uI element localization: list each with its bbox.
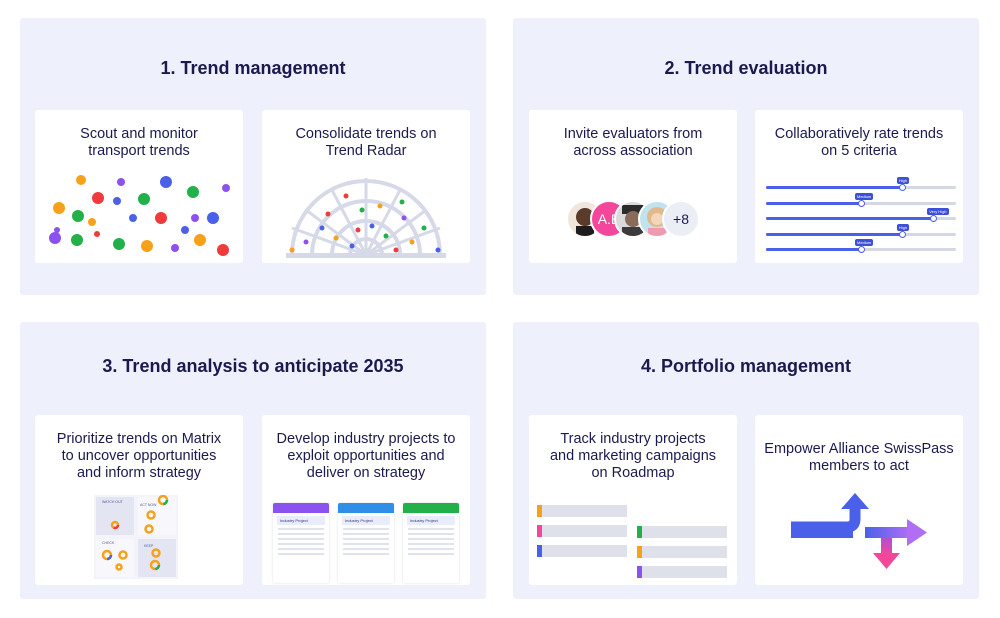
slider-rating-tag: Medium bbox=[855, 192, 874, 200]
split-arrows-icon bbox=[791, 493, 927, 569]
card-scout-monitor: Scout and monitor transport trends bbox=[35, 110, 243, 263]
card-text: Consolidate trends on Trend Radar bbox=[295, 126, 437, 159]
project-card: Industry Project bbox=[403, 503, 459, 583]
slider-fill bbox=[766, 201, 861, 205]
card-text: Track industry projects and marketing ca… bbox=[549, 431, 717, 481]
slider-knob[interactable] bbox=[899, 230, 907, 238]
card-invite-evaluators: Invite evaluators from across associatio… bbox=[529, 110, 737, 263]
panel-trend-management: 1. Trend management Scout and monitor tr… bbox=[20, 18, 486, 295]
quadrant-label: KEEP bbox=[144, 544, 154, 548]
quadrant-label: WATCH OUT bbox=[102, 500, 123, 504]
panel-title: 2. Trend evaluation bbox=[664, 58, 828, 78]
project-card-header bbox=[338, 503, 394, 513]
slider-knob[interactable] bbox=[857, 199, 865, 207]
slider-knob[interactable] bbox=[857, 246, 865, 253]
panel-portfolio-management: 4. Portfolio management Track industry p… bbox=[513, 322, 979, 599]
panel-title: 1. Trend management bbox=[160, 58, 346, 78]
roadmap-bar bbox=[537, 545, 627, 557]
matrix-quadrant bbox=[96, 539, 134, 577]
roadmap-bar bbox=[537, 525, 627, 537]
card-text: Scout and monitor transport trends bbox=[80, 126, 198, 159]
slider-knob[interactable] bbox=[929, 215, 937, 222]
card-text: Develop industry projects to exploit opp… bbox=[276, 431, 456, 481]
slider-rating-tag: High bbox=[896, 177, 910, 184]
card-industry-projects: Develop industry projects to exploit opp… bbox=[262, 415, 470, 585]
more-evaluators-count: +8 bbox=[662, 200, 700, 238]
card-trend-radar: Consolidate trends on Trend Radar bbox=[262, 110, 470, 263]
project-card: Industry Project bbox=[338, 503, 394, 583]
card-text: Prioritize trends on Matrix to uncover o… bbox=[56, 431, 222, 481]
card-prioritize-matrix: Prioritize trends on Matrix to uncover o… bbox=[35, 415, 243, 585]
panel-title: 3. Trend analysis to anticipate 2035 bbox=[102, 356, 404, 376]
rating-sliders: High Medium Very High High Medium bbox=[766, 176, 956, 260]
card-rate-trends: Collaboratively rate trends on 5 criteri… bbox=[755, 110, 963, 263]
card-empower-members: Empower Alliance SwissPass members to ac… bbox=[755, 415, 963, 585]
project-label: Industry Project bbox=[342, 516, 390, 525]
slider-fill bbox=[766, 248, 861, 251]
slider-rating-tag: High bbox=[896, 223, 910, 231]
avatar-group: A.B +8 bbox=[566, 198, 726, 240]
roadmap-bar bbox=[637, 546, 727, 558]
slider-knob[interactable] bbox=[899, 184, 907, 191]
panel-trend-analysis: 3. Trend analysis to anticipate 2035 Pri… bbox=[20, 322, 486, 599]
roadmap-bar bbox=[637, 566, 727, 578]
quadrant-label: CHECK bbox=[102, 541, 115, 545]
slider-fill bbox=[766, 186, 903, 189]
card-text: Empower Alliance SwissPass members to ac… bbox=[764, 441, 954, 474]
trend-matrix: WATCH OUT ACT NOW CHECK KEEP bbox=[94, 495, 178, 579]
card-text: Collaboratively rate trends on 5 criteri… bbox=[774, 126, 944, 159]
project-card: Industry Project bbox=[273, 503, 329, 583]
slider-rating-tag: Very High bbox=[927, 208, 949, 215]
quadrant-label: ACT NOW bbox=[140, 503, 157, 507]
matrix-quadrant bbox=[138, 539, 176, 577]
panel-trend-evaluation: 2. Trend evaluation Invite evaluators fr… bbox=[513, 18, 979, 295]
project-label: Industry Project bbox=[407, 516, 455, 525]
slider-fill bbox=[766, 232, 903, 236]
slider-rating-tag: Medium bbox=[855, 239, 874, 246]
roadmap-bar bbox=[637, 526, 727, 538]
project-card-header bbox=[273, 503, 329, 513]
roadmap-illustration bbox=[529, 415, 737, 585]
trend-radar-illustration bbox=[286, 178, 446, 258]
project-label: Industry Project bbox=[277, 516, 325, 525]
colored-dots-illustration bbox=[49, 175, 230, 256]
card-text: Invite evaluators from across associatio… bbox=[563, 126, 703, 159]
roadmap-bar bbox=[537, 505, 627, 517]
slider-fill bbox=[766, 217, 934, 220]
card-roadmap: Track industry projects and marketing ca… bbox=[529, 415, 737, 585]
panel-title: 4. Portfolio management bbox=[640, 356, 852, 376]
matrix-donuts bbox=[101, 495, 169, 571]
project-card-header bbox=[403, 503, 459, 513]
